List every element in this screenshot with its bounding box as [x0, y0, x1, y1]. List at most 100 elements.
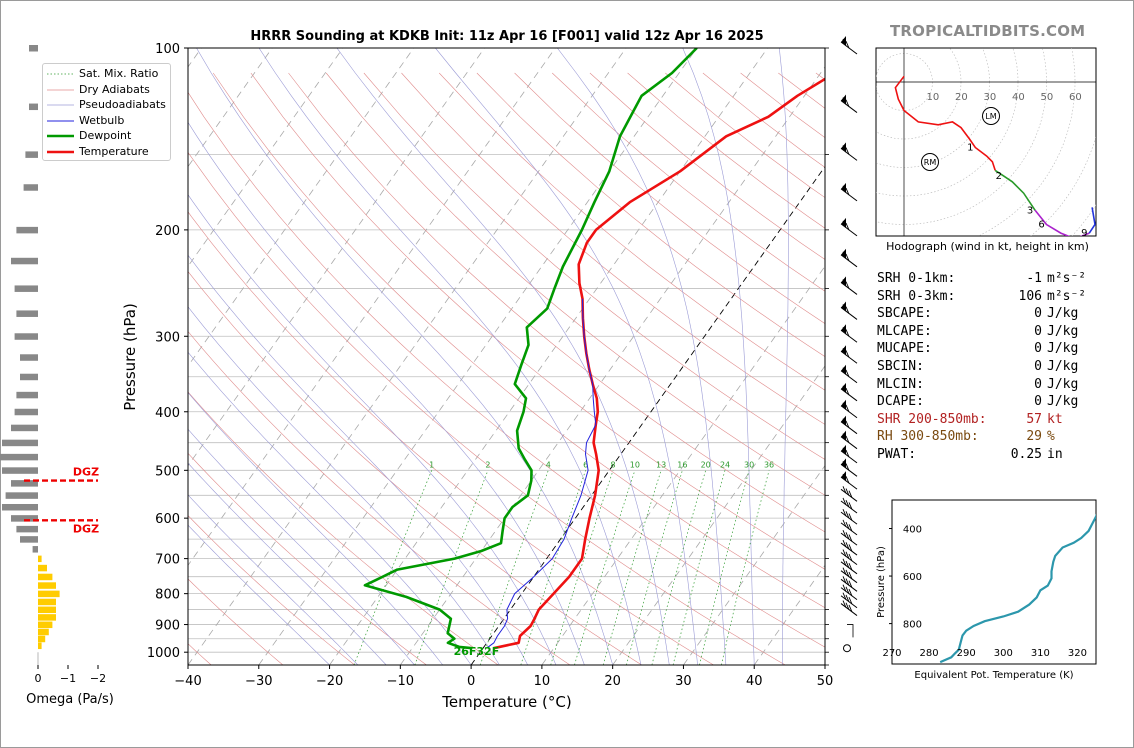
- stat-row: SRH 0-1km: -1 m²s⁻²: [877, 271, 1127, 289]
- wind-barb-icon: [840, 584, 858, 601]
- mixing-ratio-label: 24: [720, 460, 730, 469]
- y-tick-label: 100: [155, 42, 180, 57]
- stat-value: 0.25: [1010, 446, 1042, 462]
- theta-e-line: [939, 513, 1096, 664]
- y-tick-label: 500: [155, 464, 180, 479]
- stat-value: 57: [1026, 411, 1042, 427]
- omega-bar: [11, 515, 38, 522]
- series-temperature-line: [493, 77, 825, 650]
- hodograph-ring-label: 50: [1041, 92, 1054, 103]
- isotherm-line: [188, 48, 485, 467]
- pseudoadiabat: [188, 194, 557, 665]
- wind-barb-icon: [840, 36, 858, 55]
- legend-entry: Temperature: [43, 145, 170, 159]
- omega-bar: [29, 45, 38, 52]
- brand-watermark: TROPICALTIDBITS.COM: [890, 22, 1086, 40]
- omega-bar: [2, 467, 38, 474]
- omega-bar: [38, 606, 56, 614]
- legend-swatch: [47, 150, 74, 153]
- wind-barb-icon: [840, 430, 858, 450]
- svg-text:RM: RM: [924, 158, 937, 167]
- isotherm-line: [329, 48, 768, 665]
- mixing-ratio-label: 20: [701, 460, 711, 469]
- mixing-ratio-label: 13: [656, 460, 666, 469]
- pseudoadiabat: [188, 494, 359, 665]
- dry-adiabat: [188, 643, 212, 665]
- theta-e-x-tick-label: 270: [882, 648, 901, 659]
- wind-barb-icon: [840, 567, 858, 584]
- dry-adiabat: [401, 72, 825, 425]
- dry-adiabat: [188, 578, 284, 665]
- x-tick-label: 20: [604, 674, 621, 689]
- wind-barb-icon: [840, 276, 858, 295]
- omega-bar: [16, 391, 38, 399]
- x-tick-label: −10: [387, 674, 414, 689]
- mixing-ratio-label: 8: [611, 460, 616, 469]
- mixing-ratio-label: 6: [583, 460, 588, 469]
- isotherm-line: [188, 48, 556, 567]
- mixing-ratio-line: [672, 470, 726, 665]
- stat-row: SHR 200-850mb: 57 kt: [877, 412, 1127, 430]
- theta-e-y-tick-label: 600: [903, 572, 922, 583]
- calm-wind-icon: [843, 624, 854, 653]
- dry-adiabat: [188, 271, 642, 665]
- hodograph: 10 20 30 40 50 60 1 2 36 9 LM RM: [875, 47, 1097, 239]
- mixing-ratio-line: [414, 470, 489, 665]
- theta-e-x-tick-label: 300: [994, 648, 1013, 659]
- wind-barb-icon: [840, 486, 858, 502]
- storm-motion-marker: LM: [982, 107, 1000, 125]
- theta-e-x-tick-label: 280: [920, 648, 939, 659]
- pseudoadiabat: [557, 48, 727, 665]
- omega-bar: [20, 354, 38, 361]
- legend-swatch: [47, 73, 74, 75]
- omega-bar: [38, 635, 46, 643]
- legend-entry: Wetbulb: [43, 114, 170, 128]
- stat-unit: J/kg: [1047, 341, 1079, 357]
- stat-unit: J/kg: [1047, 306, 1079, 322]
- pseudoadiabat: [188, 462, 387, 665]
- omega-bar: [38, 642, 42, 650]
- mixing-ratio-line: [721, 470, 770, 665]
- theta-e-x-tick-label: 290: [957, 648, 976, 659]
- x-tick-label: 0: [467, 674, 475, 689]
- mixing-ratio-line: [479, 470, 549, 665]
- omega-bar: [38, 590, 60, 598]
- omega-bar: [11, 424, 38, 432]
- legend-label: Dry Adiabats: [79, 82, 150, 96]
- omega-tick-label: −1: [60, 672, 76, 685]
- isotherm-line: [188, 48, 344, 267]
- dry-adiabat: [188, 330, 571, 665]
- stat-value: 29: [1026, 429, 1042, 445]
- wind-barb-icon: [840, 415, 858, 435]
- theta-e-x-label: Equivalent Pot. Temperature (K): [914, 670, 1073, 681]
- legend-entry: Pseudoadiabats: [43, 98, 170, 112]
- wind-barb-icon: [840, 444, 858, 464]
- hodograph-trace: [1034, 209, 1090, 236]
- dry-adiabat: [188, 151, 786, 665]
- isotherm-line: [188, 48, 273, 168]
- wind-barb-icon: [840, 471, 858, 490]
- legend-label: Temperature: [79, 144, 149, 158]
- x-tick-label: −20: [316, 674, 343, 689]
- stat-label: MLCAPE:: [877, 323, 932, 339]
- pseudoadiabat: [188, 524, 330, 665]
- wind-barb-icon: [840, 94, 858, 113]
- hodograph-ring-label: 60: [1069, 92, 1082, 103]
- omega-bar: [20, 536, 38, 543]
- legend: Sat. Mix. Ratio Dry Adiabats Pseudoadiabat…: [42, 63, 171, 161]
- dry-adiabat: [363, 72, 825, 460]
- omega-bar: [14, 285, 39, 292]
- hodograph-trace: [1088, 207, 1096, 234]
- dry-adiabat: [514, 72, 825, 325]
- mixing-ratio-line: [626, 470, 683, 665]
- stat-value: 0: [1034, 306, 1042, 322]
- stat-unit: m²s⁻²: [1047, 271, 1087, 286]
- pseudoadiabat: [196, 48, 613, 665]
- isotherm-line: [683, 464, 825, 665]
- dgz-label: DGZ: [73, 522, 99, 535]
- wind-barb-icon: [840, 399, 858, 419]
- stat-label: SHR 200-850mb:: [877, 411, 987, 427]
- y-tick-label: 1000: [147, 646, 180, 661]
- hodograph-height-label: 6: [1038, 220, 1044, 231]
